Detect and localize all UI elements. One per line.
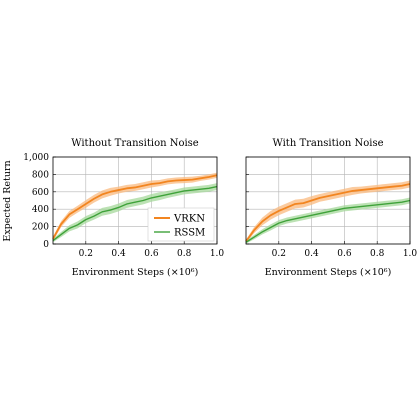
band-rssm-right [246, 197, 410, 244]
x-tick-label-left: 0.8 [177, 249, 192, 259]
plot-area-left: 0.2 0.4 0.6 0.8 1.0 0 200 400 600 800 1,000 [23, 153, 224, 259]
x-tick-label-right: 1.0 [403, 249, 418, 259]
x-tick-label-left: 0.4 [111, 249, 126, 259]
x-tick-label-right: 0.2 [272, 249, 286, 259]
line-vrkn-left [52, 174, 218, 240]
x-axis-label-right-text: Environment Steps (×10⁶) [265, 267, 392, 278]
x-tick-label-right: 0.6 [337, 249, 352, 259]
x-axis-label-left: Environment Steps (×10⁶) [72, 267, 199, 278]
y-axis-label: Expected Return [2, 160, 13, 241]
x-tick-label-left: 0.2 [79, 249, 93, 259]
legend-label-rssm: RSSM [174, 228, 205, 239]
x-tick-label-right: 0.8 [370, 249, 385, 259]
x-tick-label-left: 0.6 [144, 249, 159, 259]
x-tick-label-left: 1.0 [210, 249, 225, 259]
x-axis-label-left-text: Environment Steps (×10⁶) [72, 267, 199, 278]
y-tick-label: 400 [32, 205, 49, 215]
line-rssm-left [52, 185, 218, 242]
x-axis-label-right: Environment Steps (×10⁶) [265, 267, 392, 278]
legend-label-vrkn: VRKN [173, 214, 205, 225]
panel-right: With Transition Noise 0.2 0.4 0.6 0.8 1.0 En… [245, 138, 418, 278]
band-vrkn-left [53, 172, 217, 241]
y-tick-label: 600 [32, 188, 49, 198]
y-tick-label: 200 [32, 223, 49, 233]
panel-left: Without Transition Noise 0.2 0.4 0.6 0.8 1.0… [2, 138, 224, 278]
axes-frame-left [52, 156, 218, 245]
x-tick-label-right: 0.4 [304, 249, 319, 259]
chart-title-right: With Transition Noise [273, 138, 384, 149]
y-tick-label: 1,000 [23, 153, 49, 163]
chart-title-left: Without Transition Noise [71, 138, 199, 149]
axes-frame-right [245, 156, 411, 245]
legend: VRKN RSSM [147, 207, 215, 242]
line-rssm-right [245, 199, 411, 243]
plot-area-right: 0.2 0.4 0.6 0.8 1.0 [245, 156, 418, 259]
line-vrkn-right [245, 183, 411, 242]
y-tick-label: 0 [43, 240, 49, 250]
legend-box [147, 207, 215, 242]
y-tick-label: 800 [32, 170, 49, 180]
